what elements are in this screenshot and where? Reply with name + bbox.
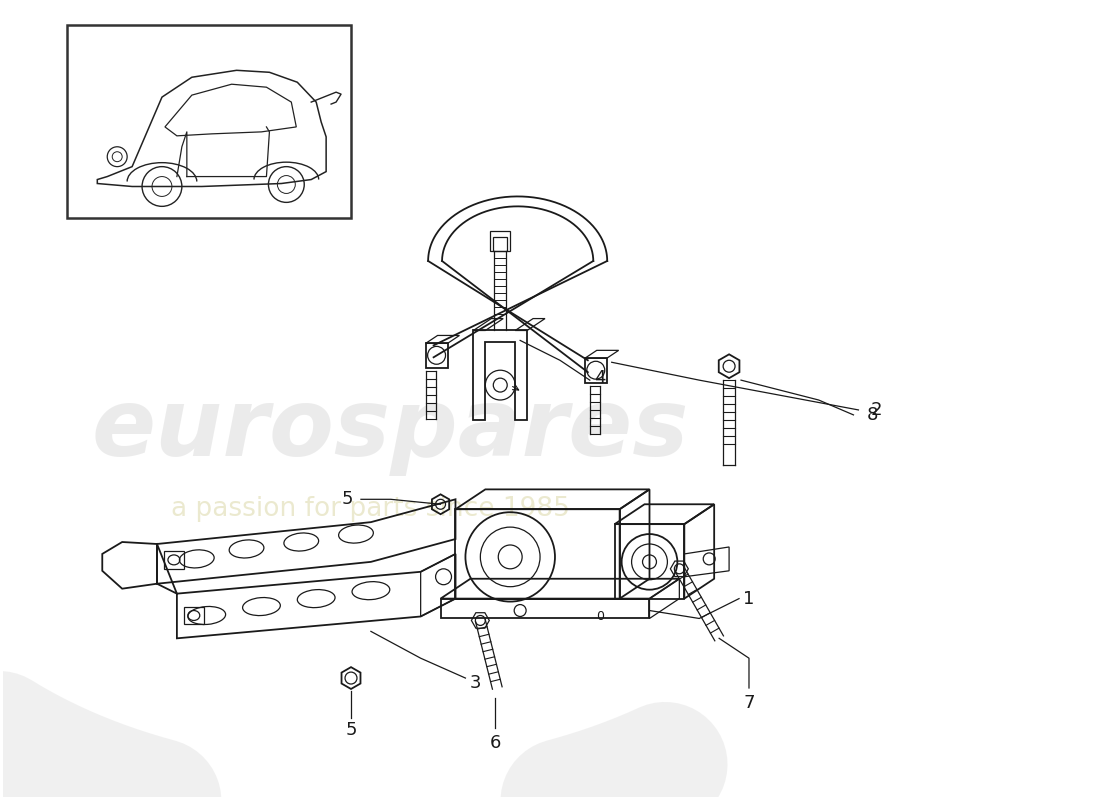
Bar xyxy=(615,524,684,598)
Text: 3: 3 xyxy=(470,674,481,692)
Text: 2: 2 xyxy=(870,401,882,419)
Text: 5: 5 xyxy=(341,490,353,508)
Bar xyxy=(67,25,351,218)
Bar xyxy=(426,343,448,368)
Bar xyxy=(585,358,607,383)
Text: 8: 8 xyxy=(867,406,878,424)
Text: 5: 5 xyxy=(345,721,356,738)
Text: 0: 0 xyxy=(596,610,604,623)
Bar xyxy=(491,231,510,251)
Bar xyxy=(493,237,507,251)
Bar xyxy=(184,606,204,625)
Text: 4: 4 xyxy=(594,369,605,387)
Text: a passion for parts since 1985: a passion for parts since 1985 xyxy=(172,496,570,522)
Text: 6: 6 xyxy=(490,734,500,752)
Bar xyxy=(164,551,184,569)
Text: 1: 1 xyxy=(744,590,755,608)
Text: 7: 7 xyxy=(744,694,755,712)
Text: eurospares: eurospares xyxy=(92,384,690,476)
